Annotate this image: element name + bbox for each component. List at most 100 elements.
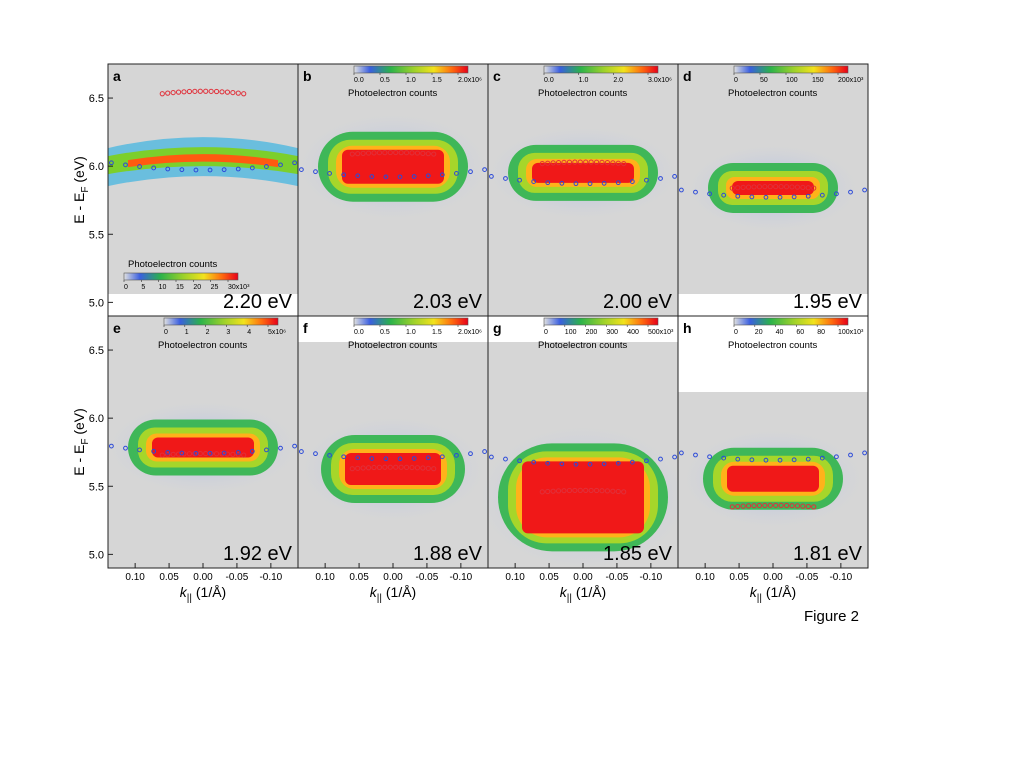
marker-blue [503, 456, 508, 462]
x-tick-label: -0.10 [449, 572, 472, 583]
colorbar-tick-label: 0 [734, 77, 738, 84]
marker-red [805, 503, 811, 510]
marker-red [789, 184, 795, 190]
marker-red [398, 464, 404, 470]
marker-red [588, 159, 594, 165]
colorbar-tick-label: 200x10³ [838, 77, 864, 84]
y-tick-label: 6.5 [89, 93, 104, 105]
marker-red [783, 184, 790, 190]
colorbar-tick-label: 100 [565, 329, 577, 336]
x-tick-label: 0.05 [729, 572, 749, 583]
colorbar-tick-label: 20 [193, 284, 201, 291]
colorbar-a: 0 5 10 15 20 25 30x10³ Photoelectron counts [123, 259, 250, 291]
y-axis-label: E - EF (eV) [71, 156, 91, 224]
marker-blue [383, 174, 389, 180]
colorbar-tick-label: 2.0x10⁶ [458, 329, 482, 336]
colorbar-tick-label: 25 [211, 284, 219, 291]
marker-red [230, 89, 236, 96]
marker-red [235, 452, 241, 458]
colorbar-tick-label: 0 [164, 329, 168, 336]
panel-letter: c [493, 68, 501, 84]
marker-red [545, 160, 551, 166]
marker-blue [791, 194, 797, 200]
colorbar-tick-label: 1.0 [406, 329, 416, 336]
marker-red [794, 503, 801, 509]
marker-red [778, 184, 784, 190]
marker-red [610, 160, 616, 166]
marker-red [621, 160, 627, 167]
marker-red [577, 159, 583, 165]
marker-red [382, 150, 388, 156]
marker-blue [834, 191, 839, 197]
colorbar-title: Photoelectron counts [538, 340, 628, 351]
marker-blue [721, 455, 727, 461]
panel-b: 0.0 0.5 1.0 1.5 2.0x10⁶ Photoelectron counts b… [297, 63, 489, 317]
marker-red [550, 488, 556, 494]
marker-blue [587, 181, 593, 187]
panel-letter: f [303, 320, 308, 336]
y-tick-label: 6.0 [89, 413, 104, 425]
intensity-core [732, 180, 814, 195]
marker-red [621, 489, 627, 495]
marker-blue [848, 452, 853, 458]
marker-red [365, 465, 372, 471]
colorbar-gradient [353, 317, 469, 326]
marker-blue [292, 443, 298, 449]
colorbar-title: Photoelectron counts [348, 340, 438, 351]
colorbar-tick-label: 2.0 [613, 77, 623, 84]
colorbar-tick-label: 0.0 [544, 77, 554, 84]
colorbar-tick-label: 200 [586, 329, 598, 336]
marker-blue [264, 164, 269, 169]
marker-blue [425, 455, 431, 461]
marker-red [762, 184, 768, 190]
x-tick-label: -0.05 [606, 572, 629, 583]
marker-red [811, 504, 817, 510]
marker-red [593, 487, 600, 494]
colorbar-gradient [733, 65, 849, 74]
marker-blue [601, 180, 607, 186]
photon-energy-label: 1.81 eV [793, 543, 863, 565]
marker-red [349, 466, 355, 472]
photon-energy-label: 2.20 eV [223, 291, 293, 313]
marker-red [403, 150, 410, 156]
y-axis-row-2: 6.5 6.0 5.5 5.0 E - EF (eV) [71, 345, 113, 561]
marker-red [165, 452, 171, 458]
marker-red [186, 451, 193, 457]
marker-blue [678, 450, 684, 456]
marker-blue [545, 180, 551, 186]
marker-blue [207, 450, 213, 456]
intensity-core [345, 453, 441, 486]
x-axis-col-3: 0.10 0.05 0.00 -0.05 -0.10 k|| (1/Å) [505, 563, 663, 604]
x-tick-label: -0.10 [259, 572, 282, 583]
photon-energy-label: 1.88 eV [413, 543, 483, 565]
marker-red [371, 150, 377, 156]
marker-blue [848, 189, 853, 195]
marker-red [393, 149, 399, 156]
marker-red [175, 89, 182, 95]
marker-red [566, 487, 573, 494]
marker-blue [693, 189, 698, 195]
marker-blue [397, 456, 403, 462]
marker-red [566, 159, 573, 165]
x-tick-label: -0.05 [226, 572, 249, 583]
x-tick-label: 0.00 [573, 572, 593, 583]
colorbar-tick-label: 500x10³ [648, 329, 674, 336]
colorbar-tick-label: 150 [812, 77, 824, 84]
marker-red [431, 151, 437, 157]
marker-red [414, 465, 421, 471]
marker-red [425, 465, 431, 471]
marker-red [360, 465, 366, 471]
marker-blue [137, 447, 142, 453]
intensity-core [532, 162, 634, 183]
x-axis-col-2: 0.10 0.05 0.00 -0.05 -0.10 k|| (1/Å) [315, 563, 473, 604]
marker-blue [819, 192, 825, 198]
marker-red [213, 451, 220, 457]
marker-blue [693, 452, 698, 458]
marker-blue [298, 449, 304, 454]
marker-blue [573, 181, 579, 187]
marker-blue [327, 452, 332, 458]
colorbar-h: 0 20 40 60 80 100x10³ Photoelectron counts [728, 317, 864, 351]
colorbar-tick-label: 15 [176, 284, 184, 291]
marker-red [751, 184, 757, 190]
